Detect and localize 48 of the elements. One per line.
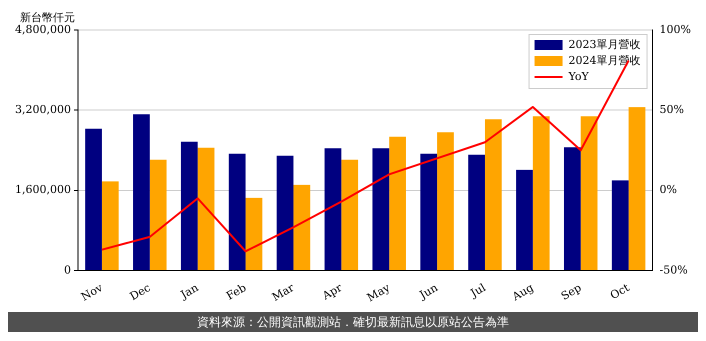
bar — [133, 114, 150, 270]
x-tick-label: Mar — [270, 280, 298, 304]
x-tick-label: Jun — [416, 281, 440, 302]
bar — [437, 132, 454, 270]
x-tick-label: Aug — [509, 281, 536, 304]
y2-tick-label: 0% — [660, 183, 678, 196]
bar — [484, 119, 502, 270]
bar — [228, 154, 246, 270]
x-tick-label: Jan — [178, 281, 201, 302]
y-tick-label: 4,800,000 — [15, 22, 71, 36]
bar — [389, 136, 406, 270]
x-tick-label: Dec — [128, 281, 153, 304]
legend-label: YoY — [568, 70, 590, 83]
bar — [85, 128, 102, 270]
bar — [276, 156, 294, 270]
bar — [628, 107, 646, 270]
bar — [150, 160, 167, 270]
bar — [180, 142, 198, 270]
bar — [341, 160, 358, 270]
y-axis-title: 新台幣仟元 — [20, 10, 75, 24]
legend-label: 2023單月營收 — [568, 38, 641, 51]
bar — [612, 180, 629, 270]
y-tick-label: 0 — [64, 263, 71, 276]
y2-tick-label: -50% — [660, 263, 688, 276]
y-tick-label: 1,600,000 — [15, 183, 71, 196]
bar — [532, 116, 550, 270]
bar — [102, 181, 119, 270]
x-tick-label: Feb — [224, 281, 248, 303]
y2-tick-label: 50% — [660, 103, 684, 116]
x-tick-label: Jul — [468, 280, 488, 300]
bar — [420, 154, 438, 270]
bar — [198, 148, 214, 270]
bar — [580, 116, 598, 270]
y2-tick-label: 100% — [660, 22, 692, 36]
bar — [564, 147, 581, 270]
x-tick-label: May — [364, 280, 393, 304]
bar — [293, 184, 310, 270]
x-tick-label: Oct — [608, 280, 632, 302]
bar — [246, 198, 262, 270]
bar — [516, 170, 533, 270]
bar — [468, 154, 485, 270]
y-tick-label: 3,200,000 — [15, 103, 71, 116]
x-tick-label: Sep — [558, 281, 584, 303]
x-tick-label: Nov — [78, 280, 106, 304]
x-tick-label: Apr — [319, 280, 345, 303]
bar — [324, 148, 342, 270]
source-note: 資料來源：公開資訊觀測站．確切最新訊息以原站公告為準 — [8, 312, 698, 332]
bar — [372, 148, 390, 270]
